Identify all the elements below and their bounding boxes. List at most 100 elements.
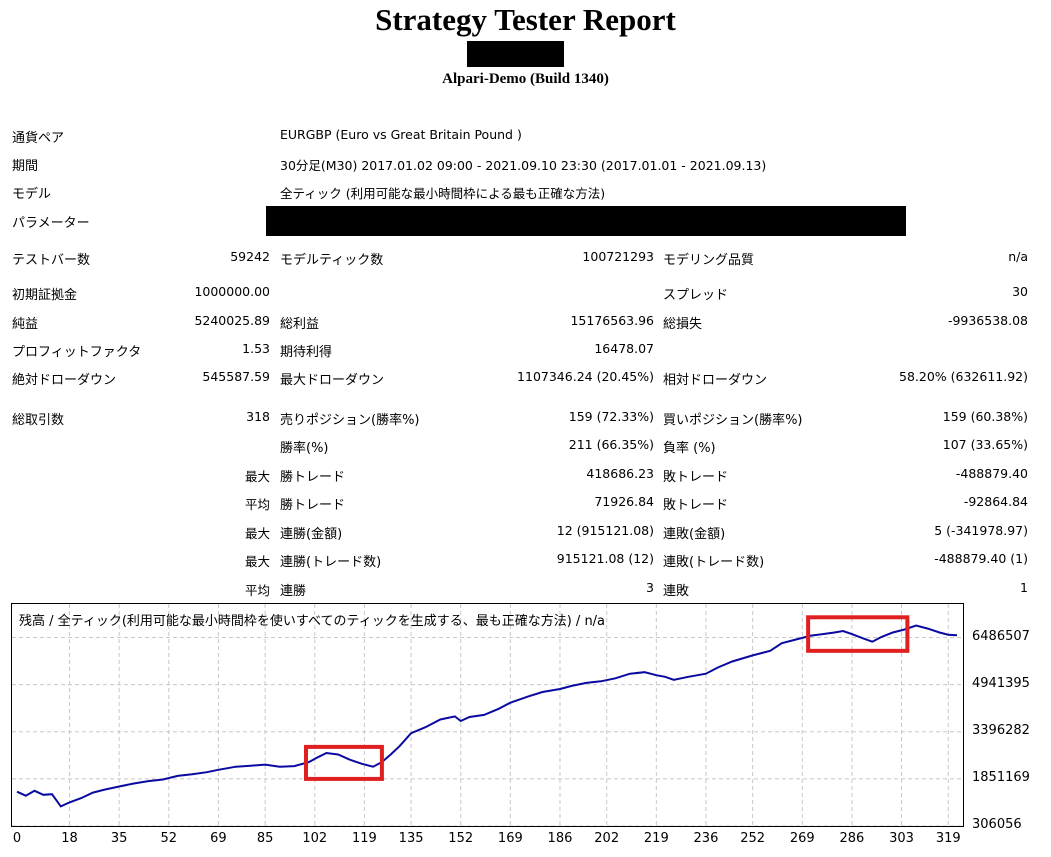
gross-loss-label: 総損失 bbox=[663, 317, 703, 332]
x-tick-label: 252 bbox=[740, 831, 766, 846]
y-tick-label: 1851169 bbox=[972, 769, 1030, 785]
redacted-block bbox=[467, 41, 564, 67]
cons-wins-count-value: 915121.08 (12) bbox=[556, 551, 654, 566]
max-loss-value: -488879.40 bbox=[955, 466, 1028, 481]
stats-row-max-trade: 最大 勝トレード 418686.23 敗トレード -488879.40 bbox=[0, 466, 1051, 488]
x-tick-label: 35 bbox=[110, 831, 128, 846]
loss-rate-value: 107 (33.65%) bbox=[942, 437, 1028, 452]
highlight-box bbox=[806, 615, 910, 653]
cons-wins-money-value: 12 (915121.08) bbox=[556, 523, 654, 538]
rel-drawdown-label: 相対ドローダウン bbox=[663, 373, 768, 388]
max-win-value: 418686.23 bbox=[586, 466, 654, 481]
profit-factor-value: 1.53 bbox=[242, 341, 270, 356]
win-rate-label: 勝率(%) bbox=[280, 441, 329, 456]
test-bars-value: 59242 bbox=[230, 249, 270, 264]
info-row-model: モデル 全ティック (利用可能な最小時間枠による最も正確な方法) bbox=[0, 183, 1051, 205]
x-tick-label: 319 bbox=[935, 831, 961, 846]
abs-drawdown-value: 545587.59 bbox=[202, 369, 270, 384]
stats-row-cons-count: 最大 連勝(トレード数) 915121.08 (12) 連敗(トレード数) -4… bbox=[0, 551, 1051, 573]
net-profit-label: 純益 bbox=[12, 317, 39, 332]
total-trades-value: 318 bbox=[246, 409, 270, 424]
x-tick-label: 286 bbox=[839, 831, 865, 846]
x-tick-label: 186 bbox=[547, 831, 573, 846]
gross-loss-value: -9936538.08 bbox=[947, 313, 1028, 328]
short-positions-label: 売りポジション(勝率%) bbox=[280, 413, 420, 428]
avg-cons-losses-value: 1 bbox=[1020, 580, 1028, 595]
info-row-pair: 通貨ペア EURGBP (Euro vs Great Britain Pound… bbox=[0, 127, 1051, 149]
pair-value: EURGBP (Euro vs Great Britain Pound ) bbox=[280, 127, 522, 142]
model-value: 全ティック (利用可能な最小時間枠による最も正確な方法) bbox=[280, 186, 606, 201]
x-tick-label: 219 bbox=[643, 831, 669, 846]
x-tick-label: 18 bbox=[61, 831, 78, 846]
spread-value: 30 bbox=[1012, 284, 1028, 299]
max-drawdown-label: 最大ドローダウン bbox=[280, 373, 385, 388]
max-prefix-label-3: 最大 bbox=[244, 554, 270, 569]
max-loss-label: 敗トレード bbox=[663, 470, 729, 485]
avg-win-value: 71926.84 bbox=[594, 494, 654, 509]
avg-cons-losses-label: 連敗 bbox=[663, 584, 690, 599]
stats-row-deposit: 初期証拠金 1000000.00 スプレッド 30 bbox=[0, 284, 1051, 306]
initial-deposit-value: 1000000.00 bbox=[194, 284, 270, 299]
gross-profit-label: 総利益 bbox=[280, 317, 320, 332]
x-tick-label: 0 bbox=[12, 831, 22, 846]
x-tick-label: 69 bbox=[210, 831, 227, 846]
cons-wins-money-label: 連勝(金額) bbox=[280, 527, 343, 542]
max-drawdown-value: 1107346.24 (20.45%) bbox=[517, 369, 654, 384]
x-tick-label: 202 bbox=[594, 831, 620, 846]
max-prefix-label-2: 最大 bbox=[244, 526, 270, 541]
model-ticks-value: 100721293 bbox=[582, 249, 654, 264]
report-subtitle: Alpari-Demo (Build 1340) bbox=[442, 71, 609, 87]
x-tick-label: 135 bbox=[398, 831, 424, 846]
expected-payoff-label: 期待利得 bbox=[280, 345, 333, 360]
x-tick-label: 236 bbox=[693, 831, 719, 846]
stats-row-bars: テストバー数 59242 モデルティック数 100721293 モデリング品質 … bbox=[0, 249, 1051, 271]
y-tick-label: 6486507 bbox=[972, 628, 1030, 644]
x-tick-label: 102 bbox=[302, 831, 328, 846]
test-bars-label: テストバー数 bbox=[12, 253, 91, 268]
profit-factor-label: プロフィットファクタ bbox=[12, 345, 142, 360]
period-value: 30分足(M30) 2017.01.02 09:00 - 2021.09.10 … bbox=[280, 158, 767, 173]
info-row-params: パラメーター bbox=[0, 212, 1051, 234]
avg-prefix-label: 平均 bbox=[244, 497, 270, 512]
modeling-quality-label: モデリング品質 bbox=[663, 253, 755, 268]
stats-row-drawdown: 絶対ドローダウン 545587.59 最大ドローダウン 1107346.24 (… bbox=[0, 369, 1051, 391]
x-tick-label: 152 bbox=[448, 831, 474, 846]
avg-cons-wins-value: 3 bbox=[646, 580, 654, 595]
model-ticks-label: モデルティック数 bbox=[280, 253, 384, 268]
x-tick-label: 269 bbox=[789, 831, 815, 846]
y-tick-label: 3396282 bbox=[972, 722, 1030, 738]
x-tick-label: 169 bbox=[497, 831, 523, 846]
avg-win-label: 勝トレード bbox=[280, 498, 346, 513]
report-title: Strategy Tester Report bbox=[375, 2, 676, 37]
y-tick-label: 4941395 bbox=[972, 675, 1030, 691]
cons-wins-count-label: 連勝(トレード数) bbox=[280, 555, 382, 570]
stats-row-rate: 勝率(%) 211 (66.35%) 負率 (%) 107 (33.65%) bbox=[0, 437, 1051, 459]
chart-plot-area: 残高 / 全ティック(利用可能な最小時間枠を使いすべてのティックを生成する、最も… bbox=[11, 603, 964, 827]
stats-row-cons-money: 最大 連勝(金額) 12 (915121.08) 連敗(金額) 5 (-3419… bbox=[0, 523, 1051, 545]
long-positions-value: 159 (60.38%) bbox=[942, 409, 1028, 424]
stats-row-trades: 総取引数 318 売りポジション(勝率%) 159 (72.33%) 買いポジシ… bbox=[0, 409, 1051, 431]
params-label: パラメーター bbox=[12, 216, 90, 231]
cons-losses-count-label: 連敗(トレード数) bbox=[663, 555, 765, 570]
avg-loss-value: -92864.84 bbox=[963, 494, 1028, 509]
cons-losses-count-value: -488879.40 (1) bbox=[934, 551, 1028, 566]
stats-row-avg-cons: 平均 連勝 3 連敗 1 bbox=[0, 580, 1051, 602]
highlight-box bbox=[304, 744, 384, 781]
cons-losses-money-value: 5 (-341978.97) bbox=[934, 523, 1028, 538]
balance-line bbox=[16, 624, 958, 808]
modeling-quality-value: n/a bbox=[1008, 249, 1028, 264]
short-positions-value: 159 (72.33%) bbox=[568, 409, 654, 424]
period-label: 期間 bbox=[12, 159, 39, 174]
x-tick-label: 85 bbox=[256, 831, 274, 846]
y-tick-label: 306056 bbox=[972, 817, 1022, 832]
win-rate-value: 211 (66.35%) bbox=[568, 437, 654, 452]
total-trades-label: 総取引数 bbox=[12, 413, 65, 428]
stats-row-profit: 純益 5240025.89 総利益 15176563.96 総損失 -99365… bbox=[0, 313, 1051, 335]
max-prefix-label: 最大 bbox=[244, 469, 270, 484]
long-positions-label: 買いポジション(勝率%) bbox=[663, 413, 803, 428]
stats-row-avg-trade: 平均 勝トレード 71926.84 敗トレード -92864.84 bbox=[0, 494, 1051, 516]
net-profit-value: 5240025.89 bbox=[194, 313, 270, 328]
max-win-label: 勝トレード bbox=[280, 470, 346, 485]
info-row-period: 期間 30分足(M30) 2017.01.02 09:00 - 2021.09.… bbox=[0, 155, 1051, 177]
x-tick-label: 119 bbox=[351, 831, 377, 846]
